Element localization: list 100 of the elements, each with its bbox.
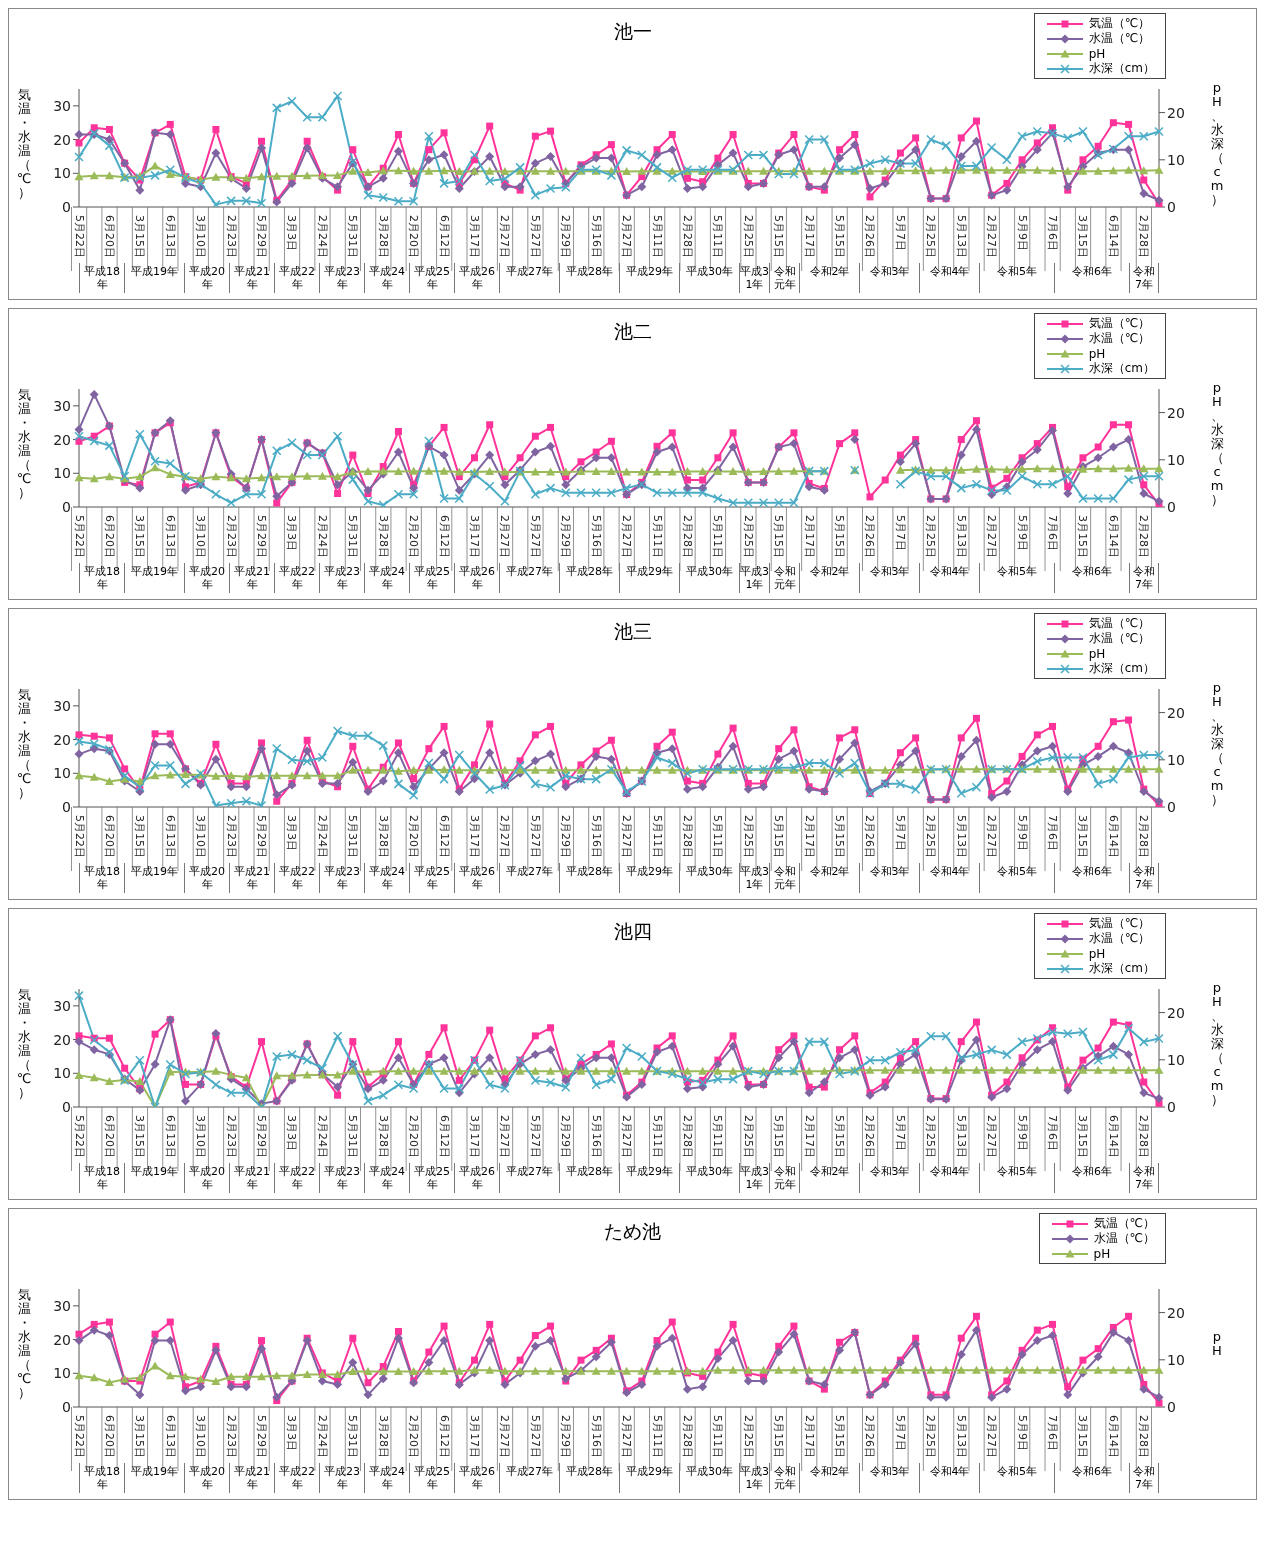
x-tick-label: 3月17日 bbox=[467, 1115, 481, 1158]
x-tick-label: 3月10日 bbox=[194, 515, 208, 558]
text: pH、水深（cm） bbox=[1210, 980, 1224, 1107]
y2-tick-label: 20 bbox=[1167, 404, 1185, 421]
text: 平成30年 bbox=[679, 1163, 739, 1193]
text: 平成20年 bbox=[184, 863, 229, 893]
x-tick-label: 2月28日 bbox=[680, 1415, 694, 1458]
text: 平成21年 bbox=[229, 263, 274, 293]
text: 平成27年 bbox=[499, 263, 559, 293]
text: 平成22年 bbox=[274, 1463, 319, 1493]
x-tick-label: 3月15日 bbox=[1076, 515, 1090, 558]
text: 令和6年 bbox=[1054, 1463, 1129, 1493]
text: 平成26年 bbox=[454, 1463, 499, 1493]
x-tick-label: 2月25日 bbox=[924, 815, 938, 858]
legend-label: 水深（cm） bbox=[1088, 361, 1155, 377]
text: 令和5年 bbox=[979, 863, 1054, 893]
y-tick-label: 30 bbox=[53, 397, 71, 414]
x-tick-label: 5月11日 bbox=[711, 1115, 725, 1158]
x-tick-label: 3月3日 bbox=[285, 515, 299, 551]
text: 平成18年 bbox=[79, 863, 124, 893]
x-tick-label: 2月17日 bbox=[802, 215, 816, 258]
legend-label: pH bbox=[1088, 946, 1106, 961]
text: 令和2年 bbox=[799, 863, 859, 893]
legend-label: pH bbox=[1088, 646, 1106, 661]
text: 令和7年 bbox=[1129, 1163, 1159, 1193]
x-tick-label: 5月11日 bbox=[711, 815, 725, 858]
y-tick-label: 30 bbox=[53, 997, 71, 1014]
text: 平成20年 bbox=[184, 1163, 229, 1193]
x-tick-label: 3月15日 bbox=[133, 1115, 147, 1158]
y-tick-label: 20 bbox=[53, 1031, 71, 1048]
x-tick-label: 5月9日 bbox=[1015, 515, 1029, 551]
text: 平成30年 bbox=[679, 1463, 739, 1493]
x-tick-label: 2月27日 bbox=[620, 1415, 634, 1458]
x-tick-label: 5月16日 bbox=[589, 215, 603, 258]
x-tick-label: 2月27日 bbox=[620, 215, 634, 258]
x-tick-label: 2月25日 bbox=[924, 1115, 938, 1158]
text: 平成18年 bbox=[79, 1463, 124, 1493]
x-tick-label: 3月3日 bbox=[285, 215, 299, 251]
y2-tick-label: 20 bbox=[1167, 704, 1185, 721]
x-tick-label: 2月26日 bbox=[863, 1415, 877, 1458]
y2-tick-label: 0 bbox=[1167, 198, 1176, 215]
x-tick-label: 5月16日 bbox=[589, 815, 603, 858]
y-axis-title: 気温・水温（℃） bbox=[16, 87, 32, 200]
text: 令和7年 bbox=[1129, 263, 1159, 293]
text: 平成28年 bbox=[559, 863, 619, 893]
x-tick-label: 2月24日 bbox=[315, 215, 329, 258]
text: 平成30年 bbox=[679, 863, 739, 893]
y-axis-title: 気温・水温（℃） bbox=[16, 687, 32, 800]
x-tick-label: 5月15日 bbox=[833, 515, 847, 558]
x-tick-label: 3月28日 bbox=[376, 515, 390, 558]
text: 令和元年 bbox=[769, 863, 799, 893]
x-tick-label: 2月27日 bbox=[985, 1415, 999, 1458]
y2-tick-label: 0 bbox=[1167, 498, 1176, 515]
text: 令和4年 bbox=[919, 563, 979, 593]
x-tick-label: 2月20日 bbox=[407, 215, 421, 258]
x-tick-label: 2月28日 bbox=[1137, 815, 1151, 858]
x-tick-label: 2月27日 bbox=[620, 515, 634, 558]
x-tick-label: 2月24日 bbox=[315, 1415, 329, 1458]
y-tick-label: 0 bbox=[62, 198, 71, 215]
y2-tick-label: 20 bbox=[1167, 1004, 1185, 1021]
x-tick-label: 5月7日 bbox=[893, 815, 907, 851]
x-tick-label: 3月28日 bbox=[376, 215, 390, 258]
text: 平成27年 bbox=[499, 1463, 559, 1493]
x-tick-label: 5月15日 bbox=[772, 815, 786, 858]
text: 平成27年 bbox=[499, 863, 559, 893]
text: pH、水深（cm） bbox=[1210, 680, 1224, 807]
x-tick-label: 5月15日 bbox=[772, 1115, 786, 1158]
text: 平成28年 bbox=[559, 1463, 619, 1493]
x-tick-label: 2月25日 bbox=[741, 1115, 755, 1158]
legend-label: 気温（℃） bbox=[1088, 15, 1151, 32]
y-axis-title: 気温・水温（℃） bbox=[16, 387, 32, 500]
y-tick-label: 10 bbox=[53, 1365, 71, 1382]
text: 平成21年 bbox=[229, 1163, 274, 1193]
x-tick-label: 2月20日 bbox=[407, 1415, 421, 1458]
text: 平成18年 bbox=[79, 263, 124, 293]
x-tick-label: 3月10日 bbox=[194, 215, 208, 258]
text: 平成31年 bbox=[739, 563, 769, 593]
text: 平成31年 bbox=[739, 1463, 769, 1493]
text: 令和6年 bbox=[1054, 263, 1129, 293]
y-tick-label: 0 bbox=[62, 1398, 71, 1415]
x-tick-label: 2月17日 bbox=[802, 1415, 816, 1458]
x-tick-label: 5月15日 bbox=[833, 1115, 847, 1158]
x-tick-label: 3月15日 bbox=[1076, 1415, 1090, 1458]
text: 平成23年 bbox=[319, 1163, 364, 1193]
legend-label: 水温（℃） bbox=[1088, 330, 1151, 347]
x-tick-label: 5月31日 bbox=[346, 215, 360, 258]
x-tick-label: 5月27日 bbox=[528, 215, 542, 258]
x-tick-label: 6月20日 bbox=[102, 515, 116, 558]
x-tick-label: 5月13日 bbox=[954, 1415, 968, 1458]
x-tick-label: 5月22日 bbox=[72, 815, 86, 858]
text: 平成19年 bbox=[124, 1463, 184, 1493]
x-tick-label: 3月10日 bbox=[194, 1115, 208, 1158]
x-tick-label: 5月11日 bbox=[711, 1415, 725, 1458]
text: 平成19年 bbox=[124, 1163, 184, 1193]
x-tick-label: 5月16日 bbox=[589, 515, 603, 558]
x-tick-label: 5月15日 bbox=[772, 1415, 786, 1458]
text: 令和4年 bbox=[919, 263, 979, 293]
legend-label: 水温（℃） bbox=[1088, 30, 1151, 47]
x-tick-label: 5月11日 bbox=[711, 515, 725, 558]
x-tick-label: 5月29日 bbox=[255, 815, 269, 858]
